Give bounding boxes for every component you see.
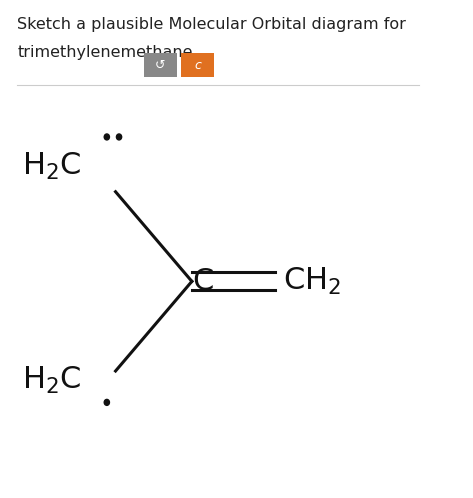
Circle shape (104, 134, 109, 140)
Text: C: C (192, 267, 213, 296)
Circle shape (104, 399, 109, 405)
Text: Sketch a plausible Molecular Orbital diagram for: Sketch a plausible Molecular Orbital dia… (18, 17, 406, 32)
FancyBboxPatch shape (181, 53, 214, 77)
Circle shape (116, 134, 122, 140)
Text: ↺: ↺ (155, 59, 166, 72)
Text: trimethylenemethane.: trimethylenemethane. (18, 45, 198, 60)
Text: c: c (194, 59, 201, 72)
FancyBboxPatch shape (144, 53, 176, 77)
Text: H$_2$C: H$_2$C (22, 151, 81, 182)
Text: H$_2$C: H$_2$C (22, 365, 81, 396)
Text: CH$_2$: CH$_2$ (283, 266, 342, 297)
